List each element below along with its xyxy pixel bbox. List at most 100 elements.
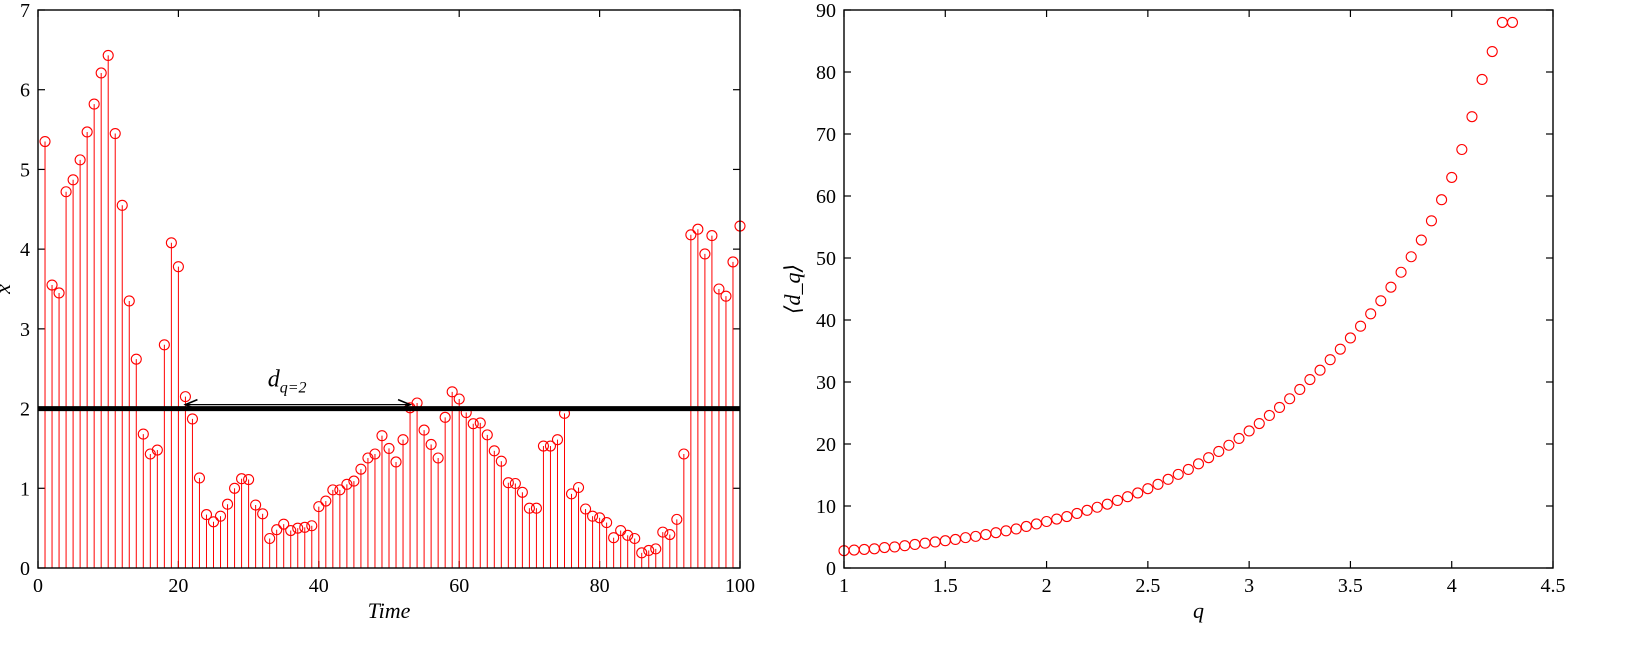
right-y-tick-label: 40 (816, 310, 836, 332)
stem-marker (214, 510, 227, 522)
left-stems (39, 49, 746, 568)
stem-marker (285, 524, 297, 537)
stem-marker (390, 456, 402, 468)
stem-marker (537, 440, 549, 452)
stem-marker (158, 339, 170, 351)
right-x-tick-label: 3 (1244, 575, 1254, 597)
scatter-point (1253, 417, 1265, 430)
stem-marker (137, 428, 149, 440)
stem-marker (565, 488, 578, 500)
stem-marker (530, 502, 542, 514)
scatter-point (1385, 281, 1397, 293)
left-x-tick-label: 100 (725, 575, 755, 597)
stem-marker (488, 445, 500, 457)
scatter-point (949, 533, 961, 546)
right-plot-frame (843, 9, 1554, 569)
stem-marker (207, 516, 220, 528)
scatter-point (1436, 194, 1448, 206)
stem-marker (502, 477, 514, 489)
scatter-point (939, 535, 951, 547)
right-x-tick-label: 1.5 (933, 575, 958, 597)
scatter-point (919, 537, 931, 549)
stem-marker (369, 448, 381, 460)
stem-marker (271, 524, 283, 536)
scatter-point (1091, 501, 1103, 513)
distance-label-main: d (268, 367, 281, 393)
scatter-point (1476, 73, 1488, 85)
scatter-point (1041, 515, 1053, 528)
stem-marker (629, 532, 641, 545)
scatter-point (1162, 473, 1174, 485)
left-y-tick-label: 1 (20, 478, 30, 500)
stem-marker (608, 532, 620, 544)
right-y-tick-label: 10 (816, 496, 836, 518)
scatter-point (1284, 393, 1296, 405)
stem-marker (544, 440, 557, 452)
scatter-point (929, 536, 941, 548)
stem-marker (523, 502, 535, 514)
scatter-point (990, 527, 1002, 539)
stem-marker (509, 477, 521, 490)
stem-marker (292, 522, 304, 534)
stem-marker (306, 520, 318, 532)
stem-marker (95, 67, 107, 79)
scatter-point (1122, 491, 1134, 503)
scatter-point (1304, 373, 1316, 386)
scatter-point (1375, 295, 1387, 307)
scatter-point (1203, 452, 1215, 464)
right-x-tick-label: 4 (1447, 575, 1457, 597)
scatter-point (1081, 504, 1093, 516)
scatter-point (1192, 458, 1205, 470)
stem-marker (200, 509, 213, 521)
scatter-point (1142, 483, 1154, 495)
stem-marker (81, 126, 93, 138)
left-x-tick-label: 40 (309, 575, 329, 597)
scatter-point (1051, 513, 1063, 525)
stem-marker (664, 528, 676, 541)
scatter-point (1466, 111, 1478, 123)
scatter-point (858, 543, 870, 555)
arrow-head-right (397, 398, 413, 411)
scatter-point (1344, 332, 1356, 344)
stem-marker (720, 290, 732, 302)
stem-marker (229, 482, 241, 494)
stem-marker (172, 261, 184, 273)
scatter-point (1446, 171, 1458, 183)
stem-marker (692, 223, 704, 235)
stem-marker (376, 430, 388, 442)
stem-marker (186, 413, 198, 425)
scatter-point (889, 541, 901, 553)
right-x-axis-label: q (1193, 598, 1204, 623)
left-x-axis-label: Time (368, 598, 411, 623)
stem-marker (481, 429, 493, 441)
scatter-point (1355, 320, 1367, 332)
stem-marker (74, 154, 86, 166)
scatter-point (868, 543, 880, 555)
stem-marker (678, 448, 690, 460)
distance-label: dq=2 (268, 367, 307, 397)
scatter-point (1456, 143, 1468, 156)
scatter-point (970, 530, 982, 542)
stem-marker (587, 510, 599, 522)
stem-marker (313, 501, 325, 513)
distance-label-subscript: q=2 (280, 380, 307, 397)
left-y-tick-label: 7 (20, 0, 30, 22)
left-x-tick-label: 20 (168, 575, 188, 597)
scatter-point (1172, 468, 1184, 480)
stem-marker (418, 424, 430, 436)
stem-marker (572, 481, 585, 494)
distance-annotation: dq=2 (183, 367, 413, 411)
stem-marker (116, 199, 128, 211)
right-y-tick-label: 30 (816, 372, 836, 394)
scatter-point (1273, 401, 1286, 413)
scatter-point (1111, 494, 1124, 506)
scatter-point (959, 532, 972, 544)
scatter-point (878, 541, 891, 554)
stem-marker (643, 544, 655, 557)
scatter-point (1213, 445, 1225, 457)
scatter-point (1233, 432, 1245, 444)
scatter-point (1152, 478, 1164, 490)
scatter-point (1071, 507, 1083, 519)
scatter-point (980, 528, 992, 541)
